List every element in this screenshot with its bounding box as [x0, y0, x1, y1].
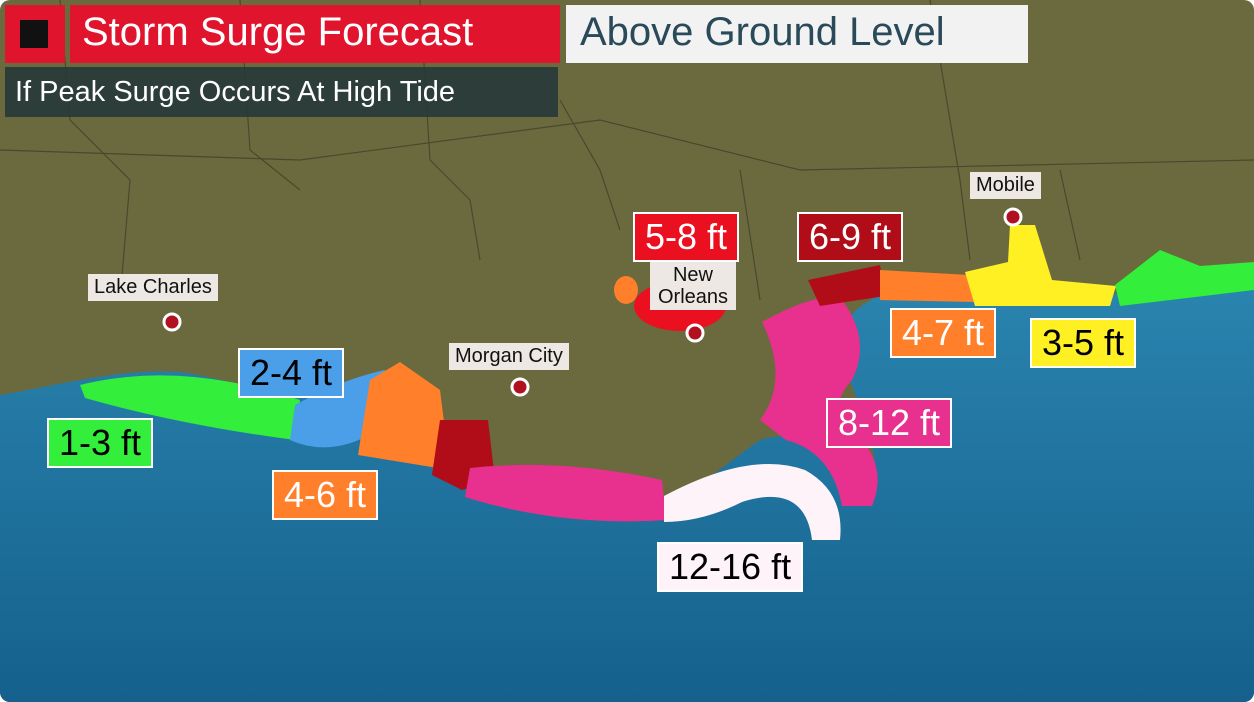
- surge-area: [290, 370, 385, 448]
- surge-area: [1115, 250, 1254, 306]
- surge-label: 6-9 ft: [797, 212, 904, 262]
- note: If Peak Surge Occurs At High Tide: [15, 76, 456, 108]
- surge-area: [808, 265, 885, 306]
- note-bar: [5, 67, 558, 117]
- header-icon: [20, 20, 48, 48]
- surge-label: 4-6 ft: [272, 470, 379, 520]
- borders: [0, 0, 1254, 301]
- subtitle-bar: [566, 5, 1028, 63]
- surge-area: [664, 463, 841, 540]
- title: Storm Surge Forecast: [82, 10, 474, 54]
- city-label: Mobile: [970, 172, 1041, 199]
- surge-label: 1-3 ft: [47, 418, 154, 468]
- surge-area: [965, 225, 1116, 306]
- surge-area: [880, 270, 975, 302]
- city-dot: [685, 323, 705, 343]
- city-dot: [162, 312, 182, 332]
- city-label: New Orleans: [650, 262, 736, 310]
- city-markers: [162, 207, 1023, 397]
- city-dot: [1003, 207, 1023, 227]
- surge-label: 3-5 ft: [1030, 318, 1137, 368]
- surge-label: 12-16 ft: [657, 542, 804, 592]
- title-bar: [70, 5, 560, 63]
- surge-label: 5-8 ft: [633, 212, 740, 262]
- city-dot: [510, 377, 530, 397]
- gulf-of-mexico: [0, 265, 1254, 702]
- city-label: Lake Charles: [88, 274, 218, 301]
- surge-label: 8-12 ft: [826, 398, 953, 448]
- surge-zones: [80, 225, 1254, 540]
- city-label: Morgan City: [449, 343, 569, 370]
- surge-label: 2-4 ft: [238, 348, 345, 398]
- surge-area: [760, 297, 878, 506]
- surge-area: [358, 362, 450, 470]
- surge-label: 4-7 ft: [890, 308, 997, 358]
- subtitle: Above Ground Level: [580, 10, 945, 54]
- surge-area: [465, 464, 666, 522]
- surge-area: [614, 276, 638, 304]
